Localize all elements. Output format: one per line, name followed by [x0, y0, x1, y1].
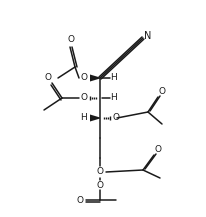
Text: O: O	[67, 36, 74, 44]
Text: O: O	[76, 197, 83, 205]
Text: O: O	[154, 146, 161, 155]
Text: O: O	[96, 181, 103, 189]
Text: O: O	[80, 74, 87, 82]
Text: N: N	[144, 31, 151, 41]
Polygon shape	[90, 115, 99, 122]
Text: O: O	[44, 72, 51, 82]
Text: H: H	[80, 113, 87, 123]
Text: O: O	[112, 113, 119, 123]
Text: O: O	[158, 87, 165, 97]
Polygon shape	[90, 74, 99, 82]
Text: H: H	[110, 94, 117, 102]
Text: O: O	[96, 168, 103, 176]
Text: O: O	[80, 94, 87, 102]
Text: H: H	[110, 74, 117, 82]
